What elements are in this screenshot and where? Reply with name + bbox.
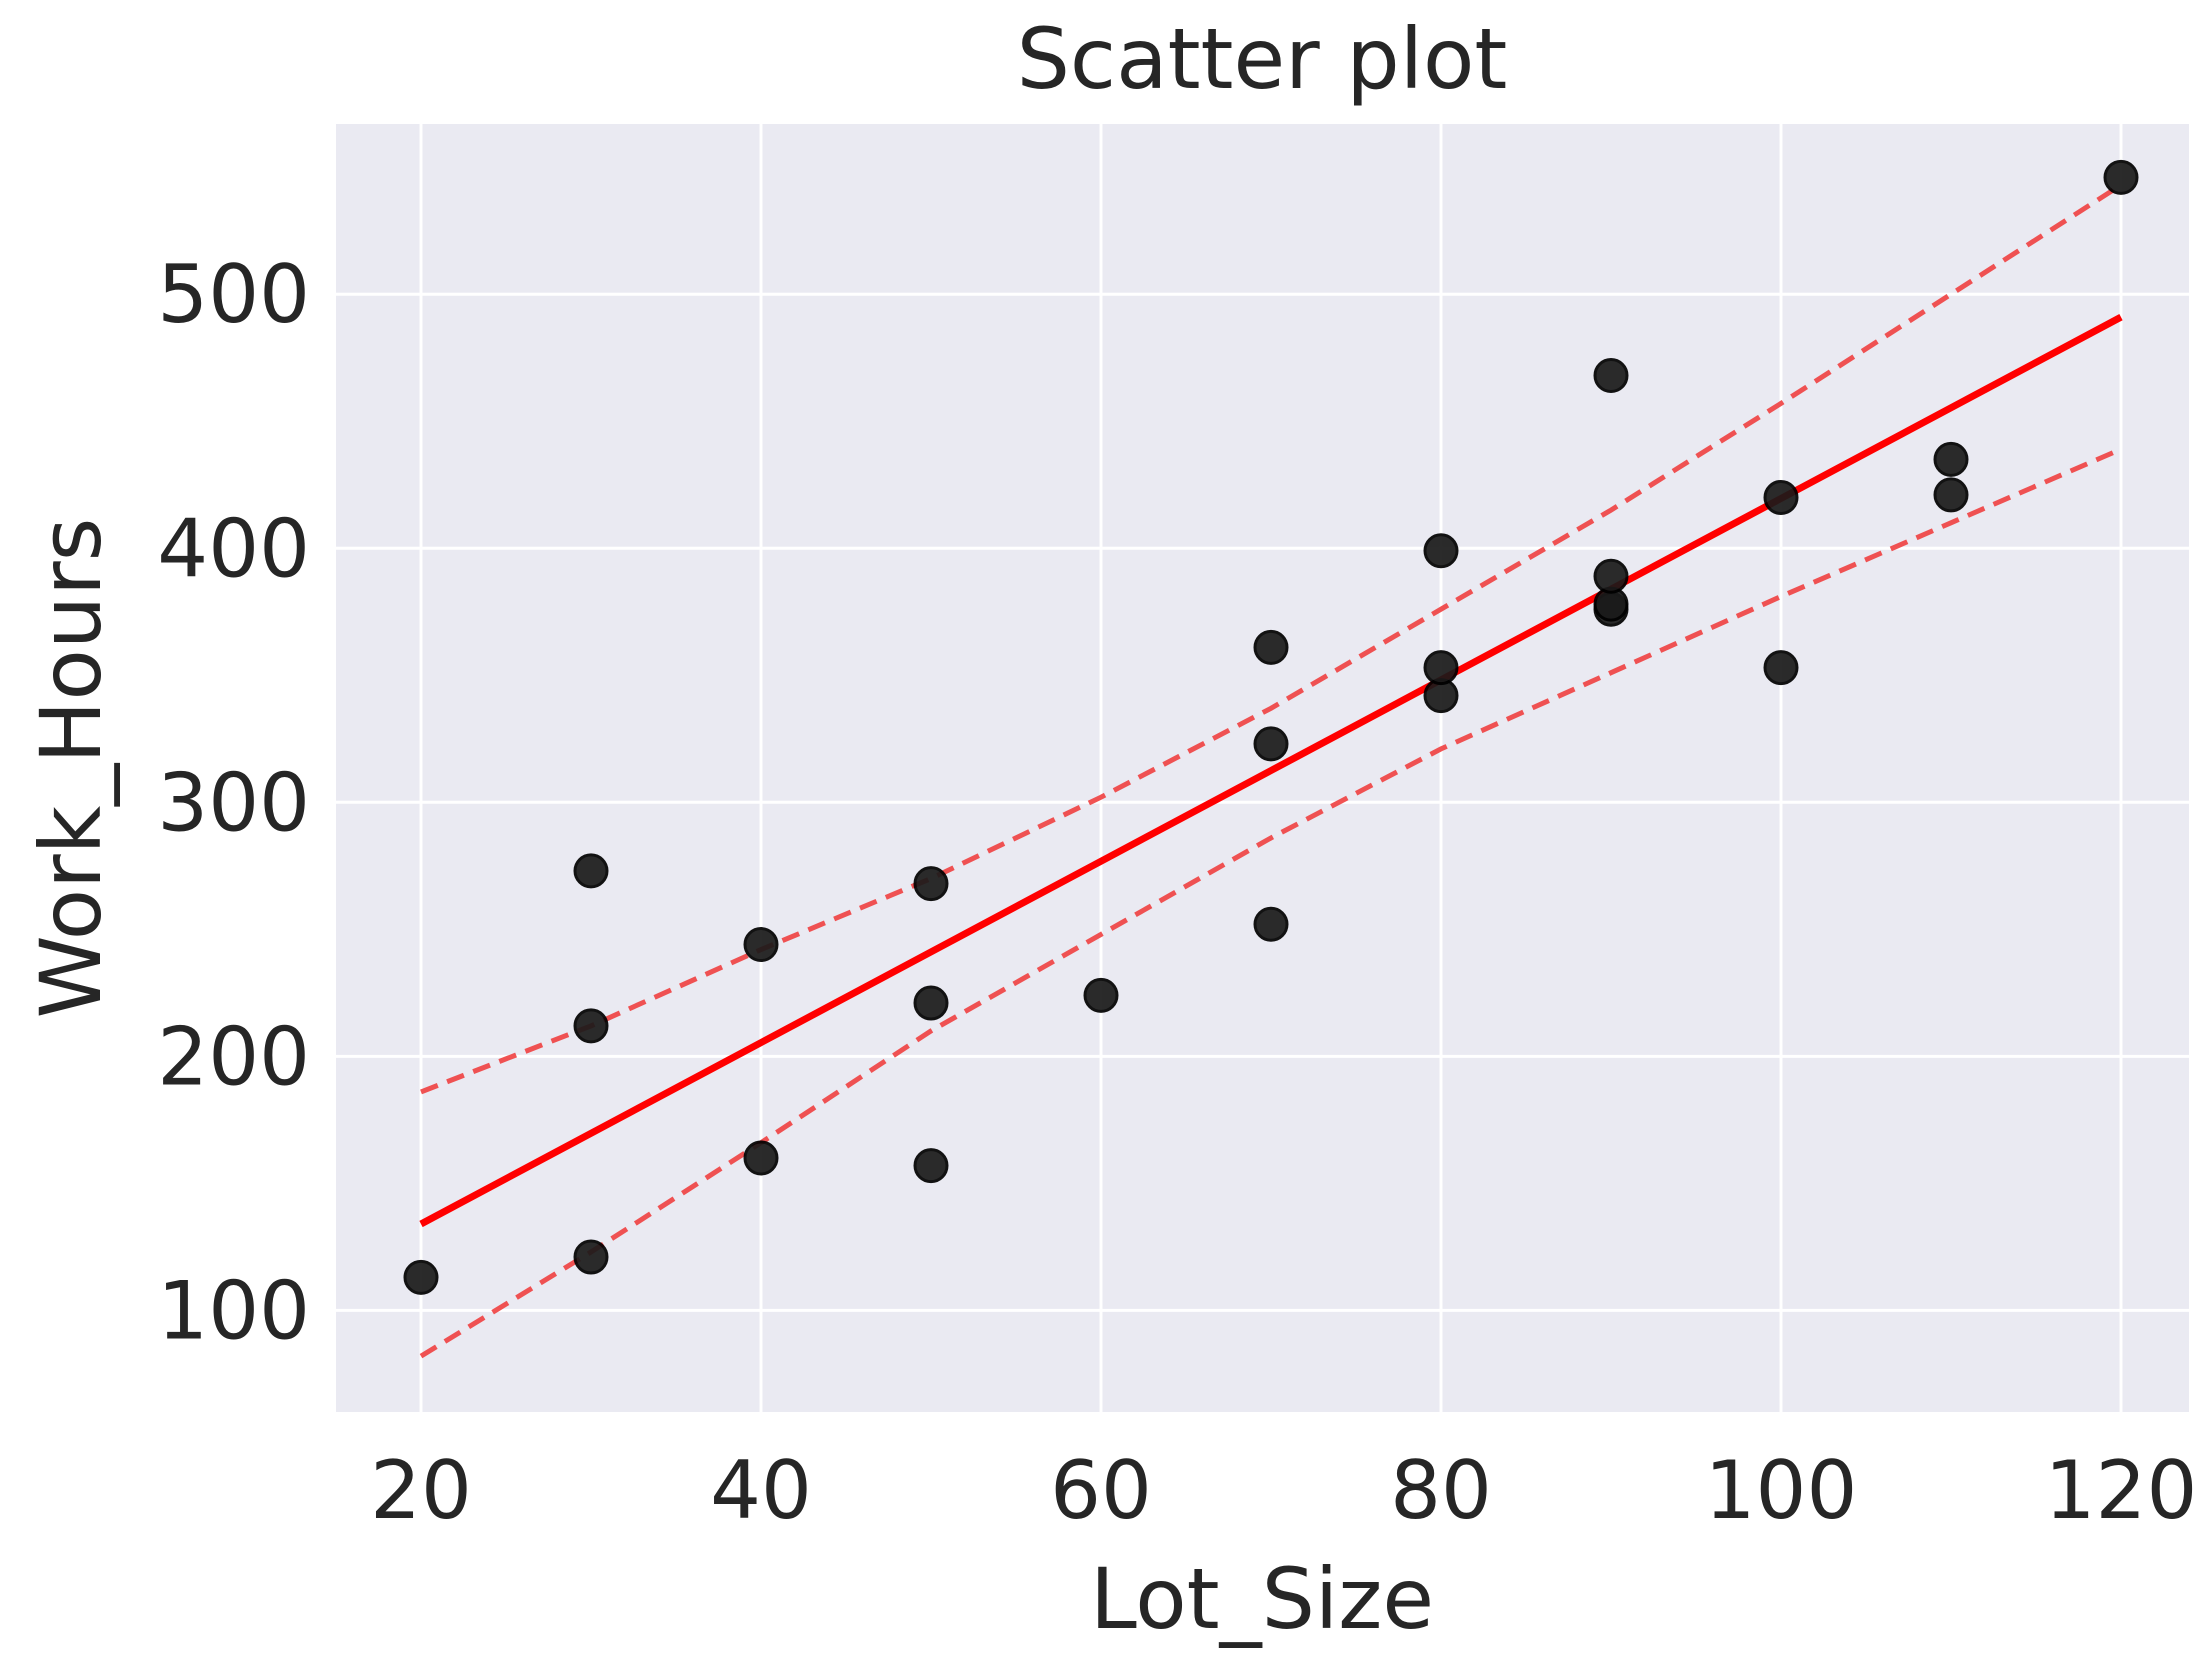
fit-line-group [419, 314, 2123, 1228]
data-point [403, 1259, 439, 1295]
x-tick-label: 40 [710, 1444, 812, 1537]
data-point [1253, 726, 1289, 762]
y-axis-label: Work_Hours [22, 518, 120, 1019]
x-tick-label: 80 [1390, 1444, 1492, 1537]
upper-confidence-band [420, 182, 2123, 1095]
confidence-bands [419, 182, 2123, 1359]
x-tick-label: 120 [2045, 1444, 2198, 1537]
data-point [1763, 479, 1799, 515]
data-point [743, 1140, 779, 1176]
data-point [1423, 533, 1459, 569]
grid-lines [336, 124, 2189, 1412]
x-tick-labels: 20 40 60 80 100 120 [370, 1444, 2197, 1537]
data-point [1933, 441, 1969, 477]
data-point [2103, 159, 2139, 195]
data-point [573, 1239, 609, 1275]
data-point [1763, 650, 1799, 686]
data-point [573, 853, 609, 889]
regression-line [419, 314, 2123, 1228]
x-axis-label: Lot_Size [1090, 1550, 1434, 1648]
y-tick-label: 100 [157, 1264, 310, 1357]
x-tick-label: 60 [1050, 1444, 1152, 1537]
data-point [743, 927, 779, 963]
data-point [913, 1148, 949, 1184]
data-point [913, 866, 949, 902]
y-tick-label: 500 [157, 248, 310, 341]
x-tick-label: 20 [370, 1444, 472, 1537]
data-point [573, 1008, 609, 1044]
data-point [913, 985, 949, 1021]
data-point [1253, 906, 1289, 942]
y-tick-label: 200 [157, 1010, 310, 1103]
data-point [1593, 358, 1629, 394]
plot-background [336, 124, 2189, 1412]
y-tick-label: 400 [157, 502, 310, 595]
lower-confidence-band [419, 446, 2122, 1359]
x-tick-label: 100 [1705, 1444, 1858, 1537]
data-point [1593, 558, 1629, 594]
data-point [1253, 629, 1289, 665]
chart-title: Scatter plot [1017, 10, 1508, 108]
y-tick-label: 300 [157, 756, 310, 849]
data-points [403, 159, 2139, 1295]
y-tick-labels: 100 200 300 400 500 [157, 248, 310, 1357]
data-point [1083, 977, 1119, 1013]
data-point [1933, 477, 1969, 513]
data-point [1423, 650, 1459, 686]
